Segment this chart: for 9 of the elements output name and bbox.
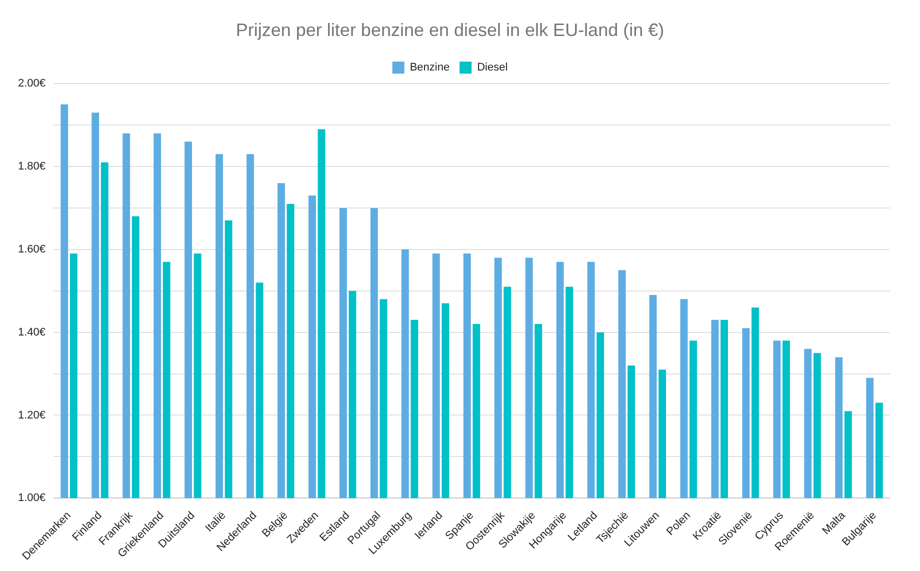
y-tick-label: 1.00€ [18,492,46,504]
y-tick-label: 1.80€ [18,160,46,173]
y-tick-label: 2.00€ [18,78,46,90]
legend-label: Diesel [477,62,508,74]
y-tick-label: 1.40€ [18,326,46,338]
y-tick-label: 1.60€ [18,243,46,256]
y-tick-label: 1.20€ [18,409,46,422]
legend-label: Benzine [410,62,450,74]
chart-title: Prijzen per liter benzine en diesel in elk EU-land (in €) [236,20,664,40]
